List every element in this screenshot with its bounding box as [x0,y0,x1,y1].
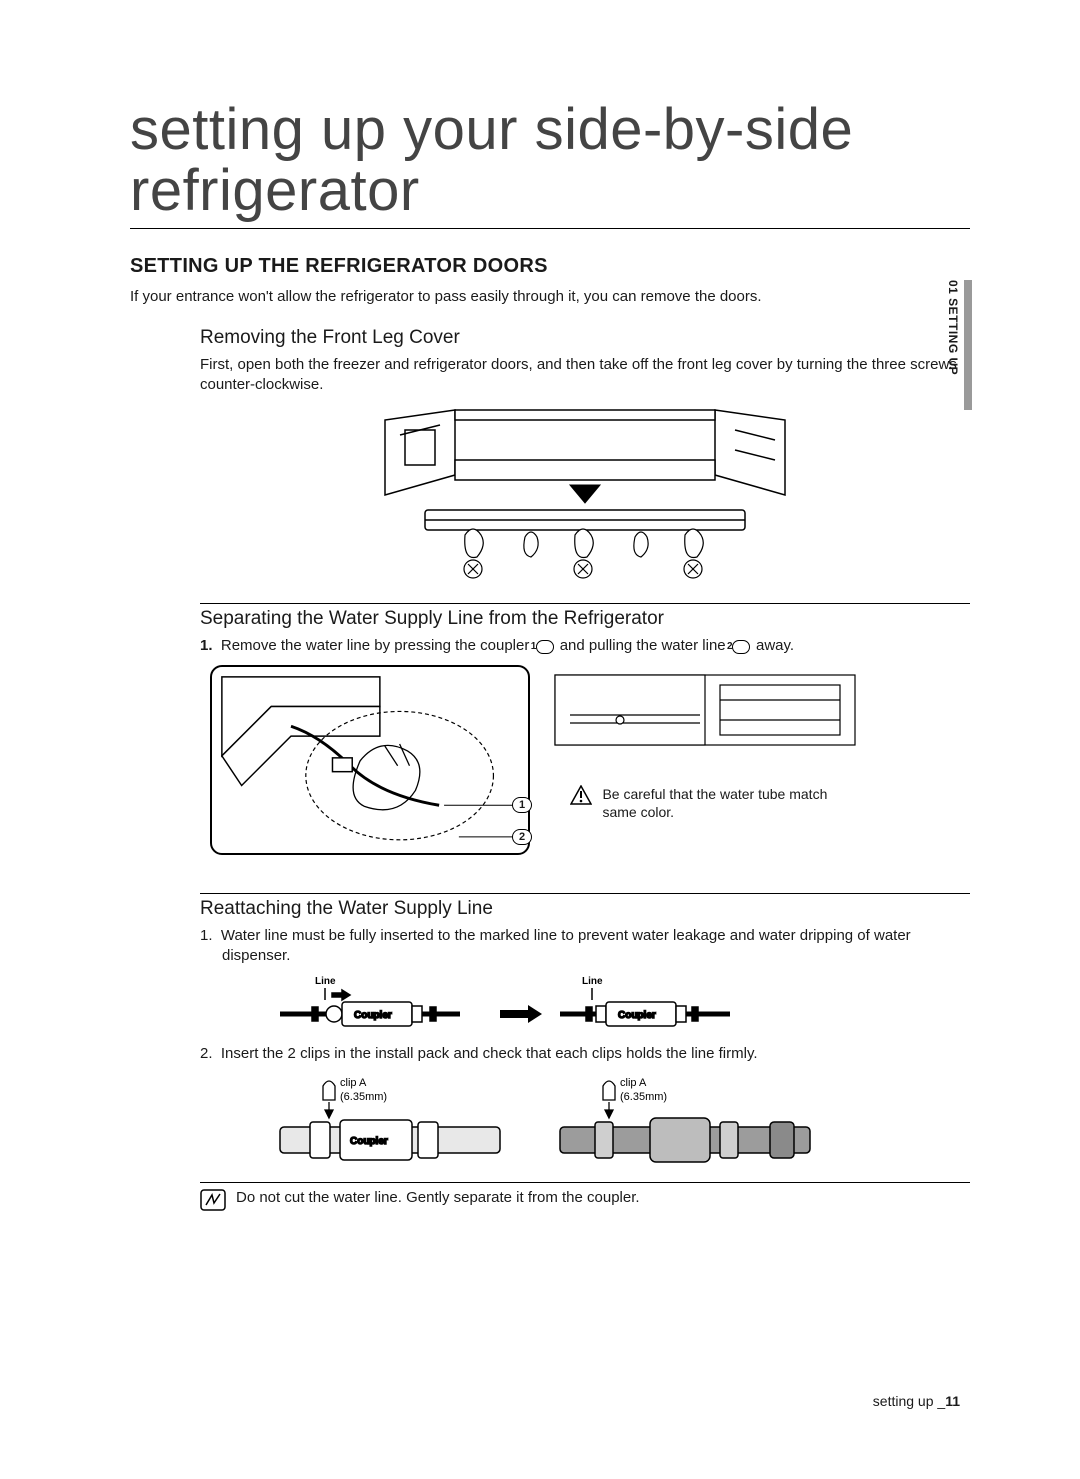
step-text-a: Remove the water line by pressing the co… [221,637,530,654]
sec3-step1: 1. Water line must be fully inserted to … [200,926,970,967]
figure-clips: clip A (6.35mm) Coupler clip A (6.35mm) [250,1072,850,1172]
figure-coupler-line: Line Coupler Line [260,974,820,1034]
step-text: Insert the 2 clips in the install pack a… [221,1045,758,1062]
sec1-body: First, open both the freezer and refrige… [200,355,970,396]
svg-text:Coupler: Coupler [354,1010,392,1021]
label-line-right: Line [582,976,603,987]
step-number: 1. [200,637,213,654]
svg-text:Coupler: Coupler [350,1136,388,1147]
step-text-c: away. [756,637,794,654]
section-separating-water-line: Separating the Water Supply Line from th… [200,603,970,874]
footer-page-number: 11 [945,1393,960,1409]
footer-label: setting up _ [873,1393,945,1409]
page-footer: setting up _11 [873,1393,960,1409]
svg-text:(6.35mm): (6.35mm) [340,1091,387,1103]
callout-marker-1-inline: 1 [536,640,554,654]
note-icon [200,1189,226,1216]
figure-underside [550,665,860,765]
side-tab-bar [964,280,972,410]
subheading-3: Reattaching the Water Supply Line [200,893,970,920]
callout-marker-1: 1 [512,797,532,813]
figure-water-line: 1 2 [200,665,970,875]
warning-text: Be careful that the water tube match sam… [602,785,852,821]
sec3-step2: 2. Insert the 2 clips in the install pac… [200,1044,970,1064]
note-row: Do not cut the water line. Gently separa… [200,1182,970,1216]
note-text: Do not cut the water line. Gently separa… [236,1189,640,1206]
step-number: 2. [200,1045,213,1062]
section-heading: SETTING UP THE REFRIGERATOR DOORS [130,255,970,278]
section-removing-cover: Removing the Front Leg Cover First, open… [200,327,970,586]
svg-text:Coupler: Coupler [618,1010,656,1021]
intro-text: If your entrance won't allow the refrige… [130,288,970,305]
section-reattaching-water-line: Reattaching the Water Supply Line 1. Wat… [200,893,970,1217]
side-tab-label: 01 SETTING UP [946,280,960,375]
figure-coupler-detail: 1 2 [210,665,530,855]
subheading-1: Removing the Front Leg Cover [200,327,970,349]
svg-text:clip A: clip A [340,1077,367,1089]
manual-page: setting up your side-by-side refrigerato… [0,0,1080,1479]
step-text: Water line must be fully inserted to the… [221,927,911,964]
step-number: 1. [200,927,213,944]
section-side-tab: 01 SETTING UP [948,280,972,440]
svg-text:clip A: clip A [620,1077,647,1089]
warning-callout: Be careful that the water tube match sam… [570,785,870,822]
callout-marker-2: 2 [512,829,532,845]
label-line-left: Line [315,976,336,987]
subheading-2: Separating the Water Supply Line from th… [200,603,970,630]
title-rule [130,228,970,229]
svg-text:(6.35mm): (6.35mm) [620,1091,667,1103]
step-text-b: and pulling the water line [560,637,726,654]
figure-leg-cover [305,405,865,585]
warning-icon [570,785,592,810]
page-title: setting up your side-by-side refrigerato… [130,100,970,222]
callout-marker-2-inline: 2 [732,640,750,654]
sec2-step1: 1. Remove the water line by pressing the… [200,636,970,656]
